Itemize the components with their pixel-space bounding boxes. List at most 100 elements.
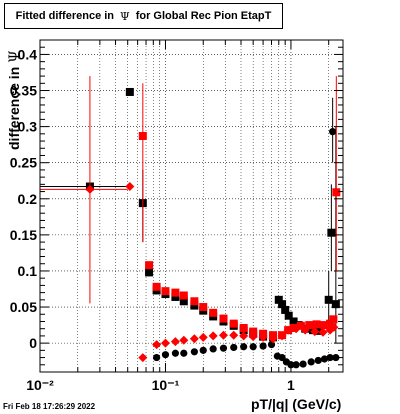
data-point-square	[190, 297, 199, 306]
data-point-square	[312, 320, 321, 329]
data-point-circle	[259, 342, 267, 350]
series-circle-black	[153, 97, 340, 369]
y-tick-label: 0.05	[10, 299, 37, 315]
title-text-pre: Fitted difference in	[15, 10, 115, 22]
data-point-square	[305, 321, 314, 330]
data-point-square	[332, 188, 341, 197]
data-point-circle	[230, 343, 238, 352]
data-point-square	[320, 321, 329, 330]
data-point-diamond	[329, 322, 339, 332]
data-point-square	[209, 308, 218, 317]
data-point-square	[324, 295, 333, 304]
y-tick-label: 0.2	[18, 191, 38, 207]
y-tick-label: 0	[29, 335, 37, 351]
data-point-diamond	[248, 332, 258, 342]
data-point-diamond	[170, 337, 180, 347]
data-point-circle	[180, 349, 188, 357]
y-tick-label: 0.15	[10, 227, 37, 243]
data-point-diamond	[138, 353, 148, 363]
data-point-square	[329, 315, 338, 324]
axes: 10⁻² 10⁻¹ 1 0 0.05 0.1 0.15 0.2 0.25 0.3 0.35 0.4	[10, 39, 343, 393]
data-point-circle	[190, 348, 198, 356]
data-point-circle	[332, 353, 340, 362]
data-point-square	[331, 300, 340, 309]
data-point-diamond	[218, 330, 228, 340]
data-point-circle	[326, 353, 334, 362]
data-point-square	[171, 292, 180, 301]
data-point-square	[326, 319, 335, 328]
data-point-square	[284, 311, 293, 320]
series-diamond-red	[40, 76, 339, 363]
data-point-square	[289, 317, 298, 326]
data-point-diamond	[277, 331, 287, 341]
y-tick-label: 0.1	[18, 263, 38, 279]
data-point-circle	[219, 344, 228, 352]
data-point-circle	[307, 358, 315, 366]
data-point-diamond	[198, 332, 208, 342]
data-point-square	[152, 282, 161, 291]
y-axis-label-text: difference in	[6, 66, 22, 150]
data-point-diamond	[152, 340, 162, 350]
title-box: Fitted difference in Ψ for Global Rec Pi…	[4, 3, 283, 29]
data-point-circle	[299, 360, 307, 368]
y-axis-psi-symbol: Ψ	[7, 50, 23, 63]
data-point-circle	[161, 351, 170, 359]
y-tick-label: 0.4	[18, 46, 38, 62]
data-point-circle	[329, 128, 337, 136]
series-square-red	[138, 76, 341, 340]
data-point-square	[125, 87, 134, 96]
data-point-diamond	[179, 335, 189, 345]
data-point-square	[199, 303, 208, 312]
data-point-diamond	[229, 330, 239, 340]
data-point-diamond	[318, 327, 328, 337]
data-point-circle	[292, 361, 300, 369]
data-point-diamond	[85, 184, 95, 194]
data-point-square	[138, 131, 147, 140]
data-point-square	[145, 268, 154, 277]
data-point-diamond	[300, 325, 310, 335]
data-point-diamond	[268, 334, 278, 344]
y-tick-label: 0.35	[10, 83, 37, 99]
data-point-square	[179, 297, 188, 306]
timestamp: Fri Feb 18 17:26:29 2022	[3, 402, 96, 411]
data-point-diamond	[208, 331, 218, 341]
title-text-post: for Global Rec Pion EtapT	[135, 10, 272, 22]
data-point-square	[161, 287, 170, 296]
data-point-circle	[209, 345, 217, 353]
data-point-square	[274, 295, 283, 304]
data-point-square	[229, 319, 238, 328]
y-axis-label: difference in Ψ	[6, 50, 23, 150]
data-point-diamond	[310, 327, 320, 337]
data-point-circle	[320, 355, 329, 363]
data-point-square	[219, 314, 228, 323]
data-point-square	[171, 288, 180, 297]
data-point-circle	[199, 346, 207, 354]
data-point-square	[249, 327, 258, 336]
x-tick-label: 1	[287, 377, 295, 393]
data-point-diamond	[239, 331, 249, 341]
y-tick-label: 0.25	[10, 155, 37, 171]
data-point-circle	[240, 343, 248, 351]
data-point-diamond	[291, 324, 301, 334]
data-point-diamond	[283, 325, 293, 335]
x-tick-label: 10⁻²	[26, 377, 54, 393]
data-point-square	[281, 305, 290, 314]
title-psi-symbol: Ψ	[120, 9, 130, 23]
data-point-square	[145, 261, 154, 270]
data-point-square	[239, 323, 248, 332]
data-point-diamond	[258, 332, 268, 342]
data-point-square	[296, 321, 305, 330]
data-point-square	[190, 301, 199, 310]
data-point-diamond	[125, 182, 135, 192]
data-point-circle	[171, 349, 180, 357]
data-point-square	[278, 300, 287, 309]
x-tick-label: 10⁻¹	[152, 377, 180, 393]
data-point-circle	[249, 343, 257, 351]
data-point-square	[315, 326, 324, 335]
data-point-square	[179, 291, 188, 300]
data-point-circle	[314, 356, 322, 365]
data-point-circle	[153, 353, 161, 362]
data-point-diamond	[160, 338, 170, 348]
data-point-square	[327, 228, 336, 237]
